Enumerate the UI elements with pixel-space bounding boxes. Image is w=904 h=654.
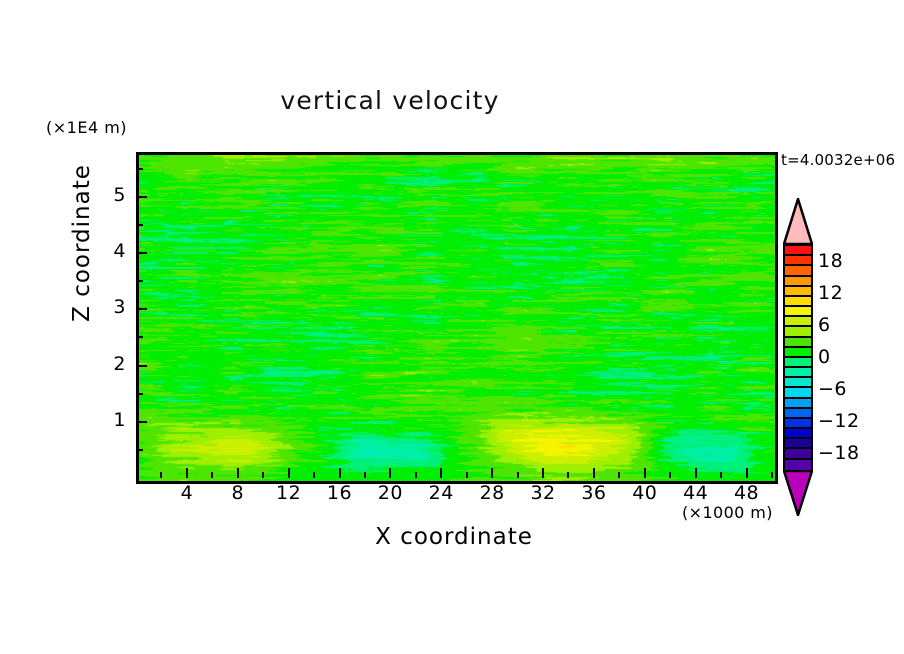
colorbar-label: −6 (818, 378, 848, 400)
y-minor-tick (136, 448, 143, 451)
x-minor-tick (465, 472, 468, 478)
x-minor-tick (771, 472, 773, 478)
x-tick-label: 8 (231, 482, 245, 504)
colorbar-band (785, 449, 811, 460)
y-tick (136, 308, 147, 311)
colorbar-band (785, 388, 811, 399)
x-axis-label: X coordinate (375, 524, 533, 550)
x-tick (236, 468, 239, 478)
colorbar-band (785, 357, 811, 369)
y-tick (136, 364, 147, 367)
y-tick (136, 195, 147, 198)
colorbar-band (785, 256, 811, 267)
colorbar-band (785, 347, 811, 358)
x-tick-label: 48 (733, 482, 760, 504)
x-tick-label: 24 (428, 482, 454, 504)
colorbar-label: −18 (818, 442, 860, 464)
x-tick-label: 40 (632, 482, 658, 504)
x-minor-tick (414, 472, 417, 478)
x-tick-label: 32 (530, 482, 556, 504)
colorbar-band (785, 246, 811, 257)
x-tick-label: 28 (479, 482, 505, 504)
x-minor-tick (363, 472, 366, 478)
colorbar-label: 6 (818, 314, 831, 336)
colorbar-band (785, 286, 811, 297)
y-tick (136, 252, 147, 255)
x-minor-tick (313, 472, 316, 478)
y-tick-label: 1 (113, 408, 126, 431)
velocity-field-canvas (139, 155, 775, 481)
x-minor-tick (516, 472, 519, 478)
colorbar-label: −12 (818, 410, 860, 432)
colorbar-band (785, 337, 811, 348)
plot-area[interactable] (136, 152, 778, 484)
y-tick-label: 5 (113, 183, 126, 206)
colorbar-band (785, 307, 811, 318)
x-tick (491, 468, 494, 478)
x-tick (338, 468, 341, 478)
y-minor-tick (136, 167, 143, 170)
x-tick-label: 16 (326, 482, 353, 504)
colorbar-band (785, 368, 811, 379)
colorbar-band (785, 378, 811, 389)
colorbar-label: 0 (818, 346, 831, 368)
colorbar-label: 12 (818, 282, 844, 304)
x-tick (592, 468, 595, 478)
x-minor-tick (567, 472, 570, 478)
y-axis-units-label: (×1E4 m) (46, 118, 128, 137)
x-minor-tick (669, 472, 672, 478)
x-minor-tick (262, 472, 265, 478)
x-minor-tick (160, 472, 163, 478)
y-tick (136, 420, 147, 423)
y-minor-tick (136, 224, 143, 227)
colorbar-band (785, 439, 811, 450)
y-tick-label: 2 (113, 352, 126, 375)
colorbar-band (785, 459, 811, 470)
x-tick-label: 44 (683, 482, 709, 504)
x-tick (542, 468, 545, 478)
colorbar-band (785, 266, 811, 277)
colorbar-label: 18 (818, 250, 844, 272)
x-tick (389, 468, 392, 478)
x-tick (185, 468, 188, 478)
y-tick-label: 3 (113, 296, 126, 319)
x-tick-label: 12 (276, 482, 302, 504)
y-tick-label: 4 (113, 240, 126, 263)
colorbar-band (785, 429, 811, 440)
x-tick (694, 468, 697, 478)
y-minor-tick (136, 336, 143, 339)
x-tick (287, 468, 290, 478)
x-tick-label: 20 (377, 482, 403, 504)
x-tick (643, 468, 646, 478)
x-axis-units-label: (×1000 m) (682, 503, 773, 522)
x-minor-tick (720, 472, 723, 478)
x-tick (440, 468, 443, 478)
colorbar-band (785, 398, 811, 409)
x-tick-label: 4 (180, 482, 194, 504)
x-tick-label: 36 (581, 482, 607, 504)
colorbar-band (785, 327, 811, 338)
colorbar-band (785, 408, 811, 419)
colorbar[interactable] (783, 244, 813, 472)
x-tick (745, 468, 748, 478)
colorbar-band (785, 296, 811, 308)
page-title: vertical velocity (280, 86, 500, 115)
y-minor-tick (136, 392, 143, 395)
colorbar-band (785, 317, 811, 328)
colorbar-band (785, 418, 811, 430)
time-annotation: t=4.0032e+06 (781, 151, 896, 169)
colorbar-band (785, 276, 811, 287)
y-minor-tick (136, 280, 143, 283)
x-minor-tick (211, 472, 214, 478)
x-minor-tick (618, 472, 621, 478)
